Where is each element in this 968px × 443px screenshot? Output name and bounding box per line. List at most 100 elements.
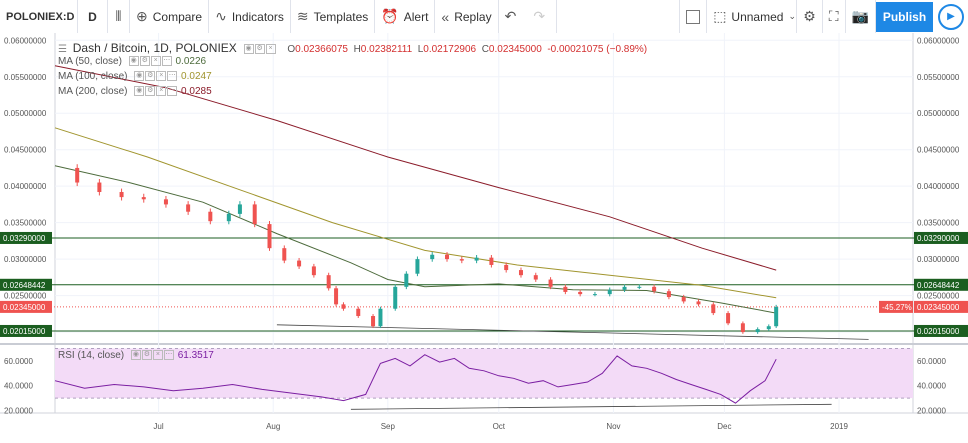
price-badge-left-text: 0.02345000 — [3, 303, 46, 312]
alert-button[interactable]: ⏰ Alert — [375, 0, 436, 33]
close-icon[interactable]: × — [156, 86, 167, 97]
price-badge-right — [914, 300, 968, 313]
gear-icon[interactable]: ⚙ — [145, 86, 156, 97]
legend-collapse-icon[interactable]: ☰ — [58, 44, 67, 55]
rsi-tick-label-left: 40.0000 — [4, 382, 33, 391]
ma100-line — [54, 127, 777, 299]
price-badge-right — [914, 231, 968, 244]
rsi-line — [54, 354, 777, 404]
price-badge-right-text: 0.03290000 — [917, 234, 960, 243]
price-tick-label-left: 0.06000000 — [4, 36, 47, 45]
high-value: 0.02382111 — [360, 44, 413, 55]
alarm-clock-icon: ⏰ — [381, 8, 399, 24]
candle-body — [371, 316, 376, 327]
layout-name-button[interactable]: ⬚ Unnamed ⌄ — [707, 0, 798, 33]
price-badge-left — [0, 278, 52, 291]
templates-button[interactable]: ≋ Templates — [291, 0, 376, 33]
indicators-button[interactable]: ∿ Indicators — [209, 0, 291, 33]
candle-body — [726, 313, 731, 324]
time-axis-label: Oct — [493, 422, 506, 431]
price-tick-label-right: 0.04500000 — [917, 146, 960, 155]
gear-icon[interactable]: ⚙ — [139, 56, 150, 67]
rsi-value: 61.3517 — [177, 350, 214, 362]
rsi-legend[interactable]: RSI (14, close) ◉ ⚙ × ⋯ 61.3517 — [58, 350, 214, 361]
symbol-legend: ☰ Dash / Bitcoin, 1D, POLONIEX ◉ ⚙ × O0.02… — [58, 41, 647, 55]
fullscreen-button[interactable]: ⛶ — [823, 0, 846, 33]
rsi-tick-label-right: 60.0000 — [917, 357, 946, 366]
time-axis-label: Jul — [153, 422, 163, 431]
price-tick-label-right: 0.02500000 — [917, 292, 960, 301]
publish-options-button[interactable]: ▶ — [938, 3, 964, 30]
candle-body — [75, 167, 80, 183]
candle-body — [459, 259, 464, 261]
candle-body — [637, 286, 642, 288]
candle-body — [696, 301, 701, 305]
close-icon[interactable]: × — [156, 71, 167, 82]
time-axis-label: Sep — [381, 422, 396, 431]
candle-body — [97, 182, 102, 193]
redo-icon: ↷ — [533, 8, 546, 24]
publish-button[interactable]: Publish — [876, 1, 933, 32]
close-icon[interactable]: × — [152, 350, 163, 361]
replay-label: Replay — [454, 9, 492, 24]
price-badge-right-text: 0.02648442 — [917, 281, 960, 290]
price-badge-left — [0, 300, 52, 313]
price-tick-label-right: 0.03500000 — [917, 219, 960, 228]
candle-body — [141, 197, 146, 200]
gear-icon[interactable]: ⚙ — [254, 44, 265, 55]
chart-area[interactable]: 0.06000000 0.06000000 0.05500000 0.05500000… — [0, 33, 968, 443]
settings-button[interactable]: ⚙ — [797, 0, 823, 33]
ma50-value: 0.0226 — [175, 56, 207, 68]
candle-body — [237, 204, 242, 214]
ma100-legend[interactable]: MA (100, close) ◉ ⚙ × ⋯ 0.0247 — [58, 71, 212, 82]
ma200-value: 0.0285 — [181, 86, 212, 98]
price-badge-right-text: 0.02015000 — [917, 327, 960, 336]
price-badge-right — [914, 278, 968, 291]
more-icon[interactable]: ⋯ — [167, 86, 178, 97]
gear-icon[interactable]: ⚙ — [141, 350, 152, 361]
chart-style-button[interactable]: ⫴ — [108, 0, 130, 33]
fullscreen-toggle-button[interactable] — [679, 0, 708, 33]
more-icon[interactable]: ⋯ — [161, 56, 172, 67]
symbol-search-button[interactable]: POLONIEX:D — [0, 0, 78, 33]
interval-button[interactable]: D — [78, 0, 108, 33]
ma50-label: MA (50, close) — [58, 56, 122, 68]
more-icon[interactable]: ⋯ — [163, 350, 174, 361]
price-badge-left — [0, 324, 52, 337]
ohlc-values: O0.02366075 H0.02382111 L0.02172906 C0.0… — [287, 44, 647, 55]
eye-icon[interactable]: ◉ — [134, 86, 145, 97]
more-icon[interactable]: ⋯ — [167, 71, 178, 82]
chevron-down-icon: ⌄ — [788, 11, 796, 21]
candle-body — [578, 291, 583, 295]
eye-icon[interactable]: ◉ — [130, 350, 141, 361]
replay-button[interactable]: « Replay — [435, 0, 499, 33]
price-tick-label-left: 0.02500000 — [4, 292, 47, 301]
ma50-legend[interactable]: MA (50, close) ◉ ⚙ × ⋯ 0.0226 — [58, 56, 206, 67]
rsi-tick-label-right: 40.0000 — [917, 382, 946, 391]
ma200-legend[interactable]: MA (200, close) ◉ ⚙ × ⋯ 0.0285 — [58, 86, 212, 97]
low-value: 0.02172906 — [423, 44, 477, 55]
camera-icon: 📷 — [851, 8, 869, 24]
candle-body — [334, 288, 339, 305]
close-icon[interactable]: × — [150, 56, 161, 67]
price-tick-label-left: 0.05500000 — [4, 73, 47, 82]
rsi-trendline — [350, 403, 832, 410]
eye-icon[interactable]: ◉ — [134, 71, 145, 82]
eye-icon[interactable]: ◉ — [243, 44, 254, 55]
rsi-label: RSI (14, close) — [58, 350, 125, 362]
eye-icon[interactable]: ◉ — [128, 56, 139, 67]
snapshot-button[interactable]: 📷 — [846, 0, 876, 33]
symbol-label: POLONIEX:D — [6, 10, 75, 23]
price-badge-left-text: 0.03290000 — [3, 234, 46, 243]
redo-button[interactable]: ↷ — [527, 0, 558, 33]
close-icon[interactable]: × — [265, 44, 276, 55]
ma100-value: 0.0247 — [181, 71, 212, 83]
candle-body — [356, 308, 361, 317]
rsi-tick-label-left: 20.0000 — [4, 407, 33, 416]
candle-body — [445, 254, 450, 260]
gear-icon[interactable]: ⚙ — [145, 71, 156, 82]
candle-body — [163, 199, 168, 205]
candle-body — [755, 329, 760, 333]
compare-button[interactable]: ⊕ Compare — [130, 0, 210, 33]
undo-button[interactable]: ↶ — [499, 0, 528, 33]
